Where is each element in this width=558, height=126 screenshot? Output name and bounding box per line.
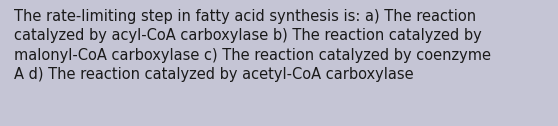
- Text: The rate-limiting step in fatty acid synthesis is: a) The reaction
catalyzed by : The rate-limiting step in fatty acid syn…: [14, 9, 491, 83]
